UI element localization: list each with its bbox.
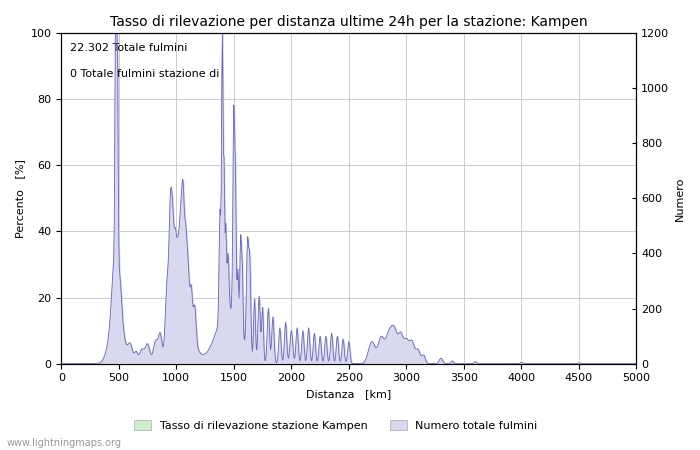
- Legend: Tasso di rilevazione stazione Kampen, Numero totale fulmini: Tasso di rilevazione stazione Kampen, Nu…: [130, 416, 542, 436]
- X-axis label: Distanza   [km]: Distanza [km]: [306, 389, 391, 399]
- Y-axis label: Percento   [%]: Percento [%]: [15, 159, 25, 238]
- Y-axis label: Numero: Numero: [675, 176, 685, 220]
- Title: Tasso di rilevazione per distanza ultime 24h per la stazione: Kampen: Tasso di rilevazione per distanza ultime…: [110, 15, 588, 29]
- Text: 22.302 Totale fulmini: 22.302 Totale fulmini: [70, 43, 188, 53]
- Text: www.lightningmaps.org: www.lightningmaps.org: [7, 438, 122, 448]
- Text: 0 Totale fulmini stazione di: 0 Totale fulmini stazione di: [70, 69, 219, 79]
